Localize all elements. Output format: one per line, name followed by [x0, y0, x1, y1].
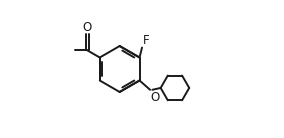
Text: O: O [151, 91, 160, 104]
Text: F: F [143, 34, 149, 47]
Text: O: O [83, 21, 92, 34]
